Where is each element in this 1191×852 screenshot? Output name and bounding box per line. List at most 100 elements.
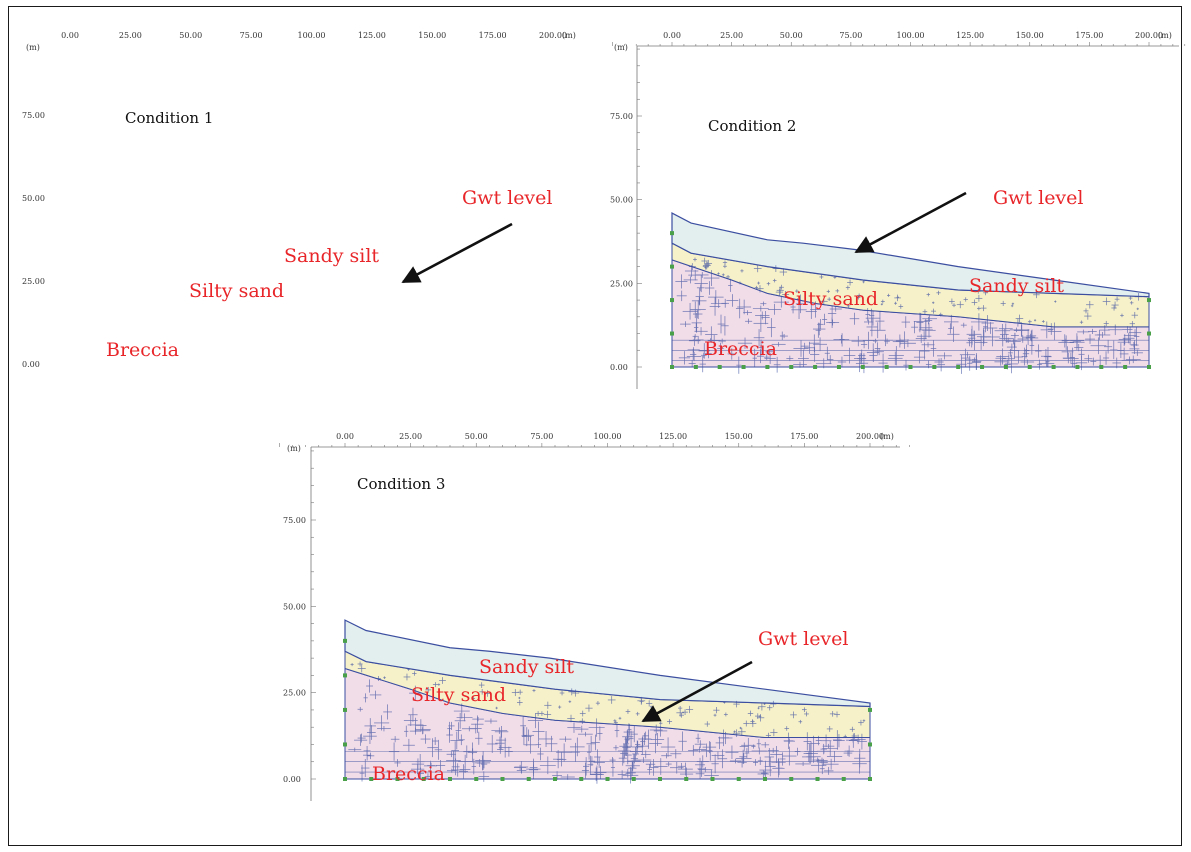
boundary-node bbox=[684, 777, 689, 781]
panel-condition-1: 0.00 25.00 50.00 75.00 100.00 125.00 150.00 175… bbox=[22, 31, 576, 369]
boundary-node bbox=[717, 365, 722, 369]
y-tick-label: 0.00 bbox=[283, 775, 301, 784]
boundary-node bbox=[815, 777, 820, 781]
y-tick-label: 50.00 bbox=[283, 602, 306, 611]
x-tick-label: 100.00 bbox=[594, 432, 622, 441]
y-tick-label: 75.00 bbox=[610, 112, 633, 121]
boundary-node bbox=[421, 777, 426, 781]
y-tick-label: 0.00 bbox=[22, 360, 40, 369]
boundary-node bbox=[789, 365, 794, 369]
boundary-node bbox=[741, 365, 746, 369]
panel-3-axes: 0.00 25.00 50.00 75.00 100.00 125.00 150.00 175… bbox=[279, 432, 910, 801]
boundary-node bbox=[932, 365, 937, 369]
y-tick-label: 50.00 bbox=[610, 196, 633, 205]
x-axis-unit: (m) bbox=[1158, 31, 1172, 40]
boundary-node bbox=[343, 777, 347, 781]
boundary-node bbox=[836, 365, 841, 369]
x-tick-label: 200.00 bbox=[1135, 31, 1163, 40]
boundary-node bbox=[813, 365, 818, 369]
boundary-node bbox=[1123, 365, 1128, 369]
boundary-node bbox=[670, 298, 674, 303]
boundary-node bbox=[1051, 365, 1056, 369]
boundary-node bbox=[343, 707, 347, 712]
boundary-node bbox=[860, 365, 865, 369]
x-tick-label: 175.00 bbox=[790, 432, 818, 441]
boundary-node bbox=[1147, 365, 1151, 369]
boundary-node bbox=[474, 777, 479, 781]
x-tick-label: 100.00 bbox=[897, 31, 925, 40]
panel-2-axes: 0.00 25.00 50.00 75.00 100.00 125.00 150.00 175… bbox=[610, 31, 1186, 389]
x-tick-label: 25.00 bbox=[399, 432, 422, 441]
panel-2-title: Condition 2 bbox=[708, 117, 796, 135]
panel-3-title: Condition 3 bbox=[357, 475, 445, 493]
boundary-node bbox=[841, 777, 846, 781]
boundary-node bbox=[1027, 365, 1032, 369]
x-tick-label: 0.00 bbox=[61, 31, 79, 40]
panel-2-silty-sand-label: Silty sand bbox=[783, 288, 878, 310]
panel-1-sandy-silt-label: Sandy silt bbox=[284, 245, 379, 267]
x-axis-unit: (m) bbox=[880, 432, 894, 441]
mesh-elements bbox=[672, 257, 1149, 374]
x-tick-label: 200.00 bbox=[856, 432, 884, 441]
boundary-node bbox=[1003, 365, 1008, 369]
boundary-node bbox=[956, 365, 961, 369]
boundary-node bbox=[789, 777, 794, 781]
x-tick-label: 150.00 bbox=[725, 432, 753, 441]
boundary-node bbox=[670, 331, 674, 336]
panel-3-gwt-label: Gwt level bbox=[758, 628, 849, 650]
boundary-node bbox=[1147, 298, 1151, 303]
boundary-node bbox=[631, 777, 636, 781]
x-tick-label: 75.00 bbox=[530, 432, 553, 441]
panel-2-gwt-label: Gwt level bbox=[993, 187, 1084, 209]
boundary-node bbox=[670, 264, 674, 269]
boundary-node bbox=[343, 742, 347, 747]
x-tick-label: 175.00 bbox=[1075, 31, 1103, 40]
x-tick-label: 125.00 bbox=[358, 31, 386, 40]
boundary-node bbox=[868, 742, 872, 747]
panel-3-silty-sand-label: Silty sand bbox=[411, 684, 506, 706]
panel-3-gwt-arrow bbox=[641, 660, 753, 723]
x-tick-label: 0.00 bbox=[663, 31, 681, 40]
panel-3-breccia-label: Breccia bbox=[372, 763, 445, 785]
panel-2-sandy-silt-label: Sandy silt bbox=[969, 275, 1064, 297]
boundary-node bbox=[670, 365, 674, 369]
boundary-node bbox=[343, 673, 347, 678]
boundary-node bbox=[710, 777, 715, 781]
x-tick-label: 200.00 bbox=[539, 31, 567, 40]
y-axis-unit: (m) bbox=[26, 43, 40, 52]
panel-1-breccia-label: Breccia bbox=[106, 339, 179, 361]
panel-2-gwt-arrow bbox=[854, 191, 967, 254]
x-tick-label: 50.00 bbox=[465, 432, 488, 441]
panel-condition-3: 0.00 25.00 50.00 75.00 100.00 125.00 150.00 175… bbox=[279, 432, 910, 801]
panel-1-gwt-arrow bbox=[401, 222, 513, 284]
panel-1-gwt-label: Gwt level bbox=[462, 187, 553, 209]
boundary-node bbox=[1147, 331, 1151, 336]
boundary-node bbox=[868, 707, 872, 712]
x-tick-label: 125.00 bbox=[659, 432, 687, 441]
boundary-node bbox=[343, 638, 347, 643]
x-tick-label: 150.00 bbox=[418, 31, 446, 40]
boundary-node bbox=[908, 365, 913, 369]
x-axis-unit: (m) bbox=[562, 31, 576, 40]
boundary-node bbox=[526, 777, 531, 781]
boundary-node bbox=[736, 777, 741, 781]
y-tick-label: 25.00 bbox=[283, 689, 306, 698]
sandy-silt-layer bbox=[344, 619, 871, 708]
x-tick-label: 75.00 bbox=[839, 31, 862, 40]
boundary-node bbox=[448, 777, 452, 781]
panel-1-axes: 0.00 25.00 50.00 75.00 100.00 125.00 150.00 175… bbox=[22, 31, 576, 369]
panel-2-breccia-label: Breccia bbox=[704, 338, 777, 360]
boundary-node bbox=[868, 777, 872, 781]
boundary-node bbox=[395, 777, 400, 781]
panel-1-title: Condition 1 bbox=[125, 109, 213, 127]
boundary-node bbox=[369, 777, 374, 781]
x-tick-label: 50.00 bbox=[179, 31, 202, 40]
x-tick-label: 75.00 bbox=[240, 31, 263, 40]
panel-2-slope-section bbox=[670, 212, 1151, 374]
panel-3-sandy-silt-label: Sandy silt bbox=[479, 656, 574, 678]
sandy-silt-layer bbox=[671, 212, 1150, 298]
boundary-node bbox=[693, 365, 698, 369]
x-tick-label: 0.00 bbox=[336, 432, 354, 441]
boundary-node bbox=[1099, 365, 1104, 369]
